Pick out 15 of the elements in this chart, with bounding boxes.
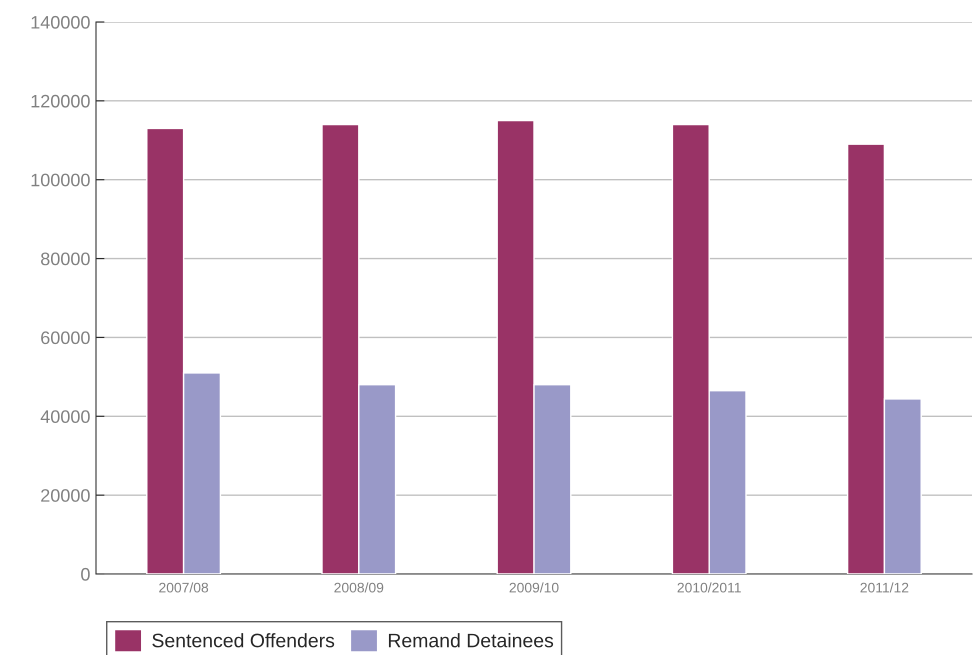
y-tick-label: 0	[81, 568, 90, 581]
y-tick-label: 20000	[41, 489, 90, 502]
y-tick-label: 40000	[40, 410, 90, 424]
x-tick-label: 2008/09	[334, 582, 384, 593]
x-tick-label: 2010/2011	[678, 582, 741, 593]
y-tick-label: 120000	[32, 94, 90, 108]
x-tick-label: 2007/08	[159, 582, 208, 593]
legend-label: Sentenced Offenders	[152, 633, 334, 648]
x-tick-label: 2011/12	[860, 582, 908, 593]
y-tick-label: 140000	[32, 16, 90, 29]
legend-label: Remand Detainees	[388, 633, 554, 648]
y-tick-label: 100000	[32, 174, 90, 186]
y-tick-label: 60000	[41, 331, 90, 344]
x-tick-label: 2009/10	[510, 582, 559, 593]
y-tick-label: 80000	[41, 252, 90, 266]
